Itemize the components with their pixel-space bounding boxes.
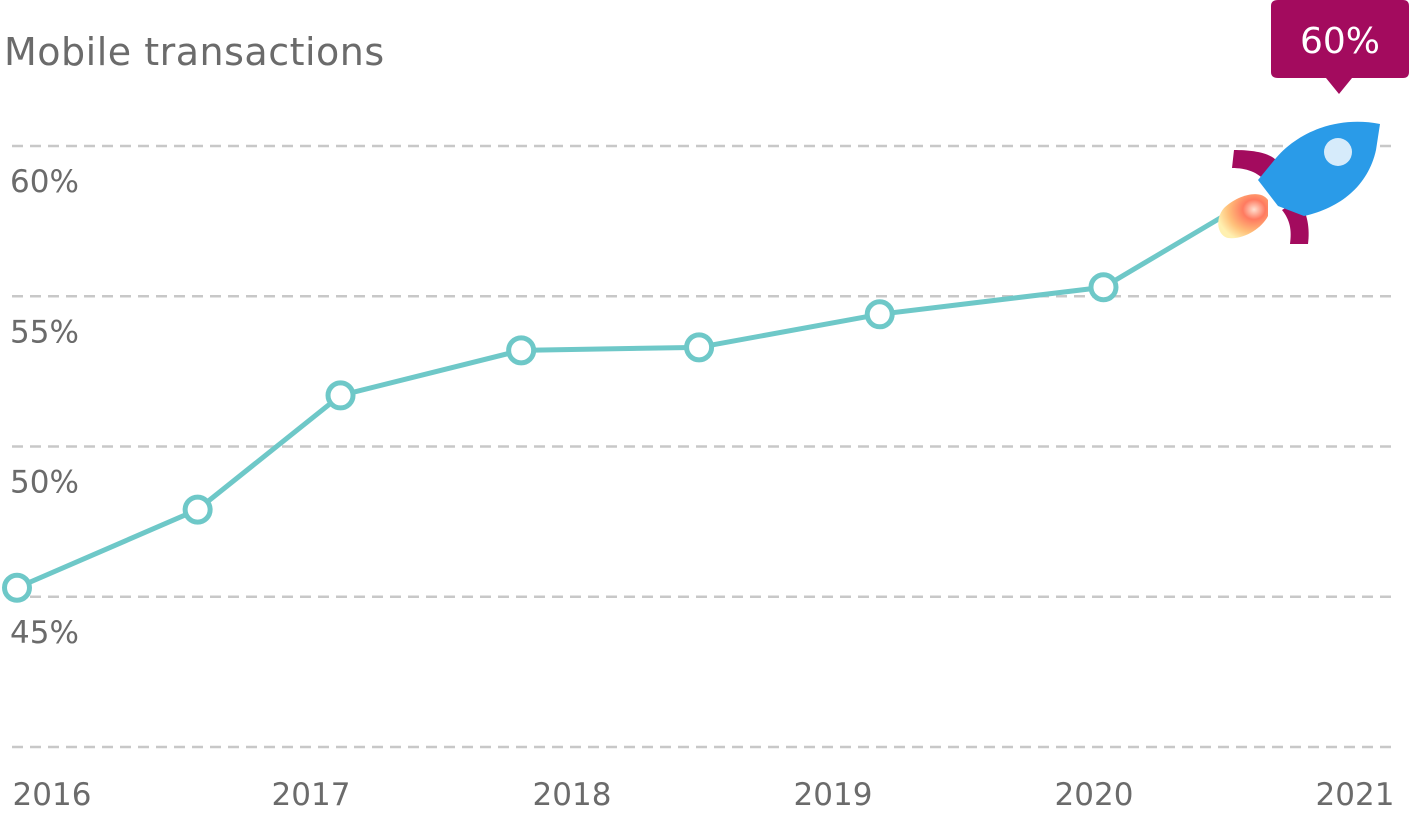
- value-callout: 60%: [1271, 0, 1409, 94]
- x-tick-label: 2017: [272, 777, 351, 810]
- y-tick-label: 55%: [10, 314, 79, 350]
- data-point: [1088, 272, 1119, 303]
- rocket-window: [1324, 138, 1352, 166]
- y-tick-label: 50%: [10, 465, 79, 501]
- x-tick-label: 2016: [13, 777, 92, 810]
- data-point: [864, 299, 895, 330]
- x-tick-label: 2019: [794, 777, 873, 810]
- x-tick-label: 2021: [1316, 777, 1395, 810]
- callout-box: [1271, 0, 1409, 94]
- series-line: [16, 209, 1232, 591]
- data-point: [182, 494, 213, 525]
- rocket-body: [1258, 121, 1380, 216]
- chart-title: Mobile transactions: [4, 30, 385, 74]
- rocket-flame: [1218, 194, 1268, 239]
- data-point: [2, 572, 32, 603]
- y-tick-label: 45%: [10, 615, 79, 651]
- grid: [12, 144, 1394, 749]
- rocket-icon: [1218, 121, 1380, 244]
- callout-label: 60%: [1300, 21, 1380, 62]
- y-axis-labels: 60% 55% 50% 45%: [10, 164, 79, 651]
- x-axis-labels: 2016 2017 2018 2019 2020 2021: [13, 777, 1395, 813]
- x-tick-label: 2020: [1055, 777, 1134, 810]
- data-point: [325, 380, 356, 411]
- x-tick-label: 2018: [533, 777, 612, 810]
- data-point: [506, 335, 537, 366]
- line-series: [2, 209, 1232, 603]
- y-tick-label: 60%: [10, 164, 79, 200]
- data-point: [684, 332, 715, 363]
